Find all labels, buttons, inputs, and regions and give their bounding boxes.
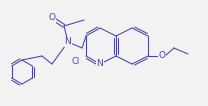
Text: N: N [97,59,103,68]
Text: O: O [48,13,56,22]
Text: N: N [65,38,71,47]
Text: O: O [158,52,166,61]
Text: Cl: Cl [72,57,80,66]
